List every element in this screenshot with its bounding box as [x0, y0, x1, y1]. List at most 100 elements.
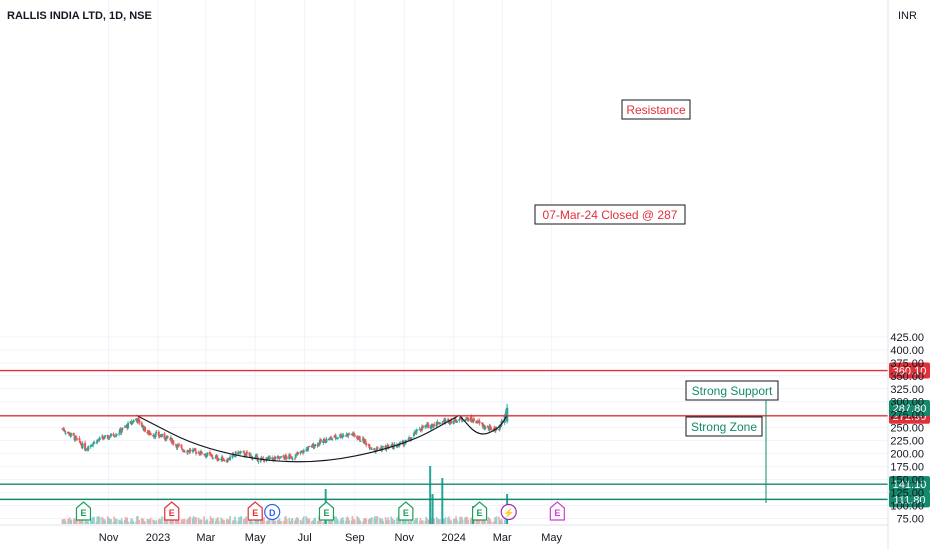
volume-bar [131, 519, 133, 524]
volume-bar [268, 516, 271, 524]
candle [455, 420, 458, 423]
volume-bar [365, 518, 367, 524]
candle [484, 426, 487, 429]
volume-bar [159, 519, 162, 524]
volume-bar [62, 519, 65, 524]
candle [182, 450, 185, 453]
volume-bar [220, 517, 222, 524]
volume-bar [68, 517, 71, 524]
candle [365, 442, 368, 446]
volume-bar [387, 517, 389, 524]
volume-bar [458, 521, 461, 524]
event-marker[interactable] [549, 501, 565, 521]
volume-bar [488, 518, 491, 524]
candle [109, 436, 112, 438]
candle [97, 439, 100, 441]
event-marker[interactable] [247, 501, 263, 521]
volume-bar [453, 521, 456, 524]
volume-bar [143, 521, 146, 524]
annotation-box[interactable] [621, 99, 691, 120]
candle [118, 433, 121, 435]
candle [306, 446, 309, 452]
volume-bar [454, 518, 457, 524]
volume-bar [228, 519, 231, 524]
volume-bar [302, 518, 304, 524]
time-axis[interactable]: Nov 2023 Mar May Jul Sep Nov 2024 Mar May [0, 524, 888, 544]
annotation-box[interactable] [685, 416, 763, 437]
event-markers[interactable]: E E E D E E E ⚡ E [75, 501, 565, 521]
y-tick-label: 100.00 [890, 501, 924, 513]
candle [290, 457, 293, 459]
volume-bar [209, 521, 211, 524]
candle [276, 456, 279, 459]
volume-bar [334, 521, 337, 524]
volume-bar [194, 517, 197, 524]
volume-bar [299, 519, 302, 524]
volume-bar [123, 519, 126, 524]
volume-bar [465, 518, 468, 524]
candle [92, 443, 95, 445]
volume-bar [375, 519, 377, 524]
candle [114, 435, 117, 437]
volume-bar [291, 518, 294, 524]
volume-bar [183, 521, 185, 524]
candle [271, 457, 274, 460]
volume-bar [413, 519, 416, 524]
volume-bar [68, 519, 70, 524]
volume-bar [422, 520, 424, 524]
volume-bar [195, 517, 197, 524]
volume-bar [245, 516, 248, 524]
volume-bar [182, 519, 184, 524]
volume-bar [415, 518, 418, 524]
event-marker[interactable] [500, 503, 517, 521]
volume-bar [448, 519, 451, 524]
candle [426, 423, 429, 425]
volume-bar [295, 517, 298, 524]
candle [160, 436, 163, 438]
volume-bar [222, 520, 225, 524]
y-tick-label: 150.00 [890, 475, 924, 487]
volume-bar [300, 521, 303, 524]
volume-bar [147, 519, 150, 524]
volume-bar [341, 519, 343, 524]
candle [104, 435, 107, 437]
volume-bar [74, 519, 77, 524]
candle [245, 452, 248, 457]
volume-bar [348, 520, 350, 524]
y-tick-label: 250.00 [890, 423, 924, 435]
cup-curve [135, 414, 460, 463]
currency-label[interactable]: INR [898, 10, 917, 22]
volume-bar [464, 517, 466, 524]
event-marker[interactable] [398, 501, 414, 521]
event-marker[interactable] [264, 503, 281, 521]
candle [393, 444, 396, 446]
volume-bar [106, 516, 109, 524]
volume-bar [176, 518, 179, 524]
volume-bar [354, 520, 356, 524]
candle [408, 438, 411, 440]
candle [67, 431, 70, 434]
volume-bar [132, 520, 134, 524]
volume-bar [67, 518, 69, 524]
price-badge [889, 476, 930, 493]
volume-bar [206, 519, 209, 524]
candle [261, 457, 264, 459]
candle [319, 439, 322, 443]
candle [452, 420, 455, 425]
event-marker[interactable] [75, 501, 92, 521]
event-marker[interactable] [471, 501, 488, 521]
volume-bar [237, 520, 239, 524]
event-marker[interactable] [318, 501, 335, 521]
volume-bar [112, 521, 115, 524]
event-marker[interactable] [164, 501, 180, 521]
annotation-box[interactable] [685, 380, 779, 401]
candle [212, 457, 215, 459]
candle [119, 428, 122, 433]
volume-bar [495, 516, 498, 524]
event-marker-label: D [269, 508, 276, 518]
candle [476, 420, 479, 424]
annotation-box[interactable] [534, 204, 686, 225]
price-axis[interactable]: 425.00400.00375.00350.00325.00300.00275.… [887, 0, 924, 550]
volume-bar [487, 517, 490, 524]
